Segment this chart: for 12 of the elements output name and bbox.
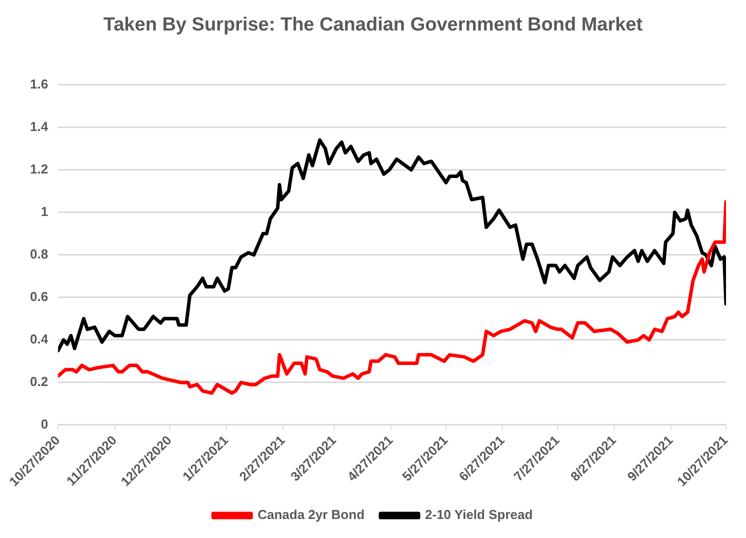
- y-tick-label: 0: [40, 416, 48, 432]
- y-tick-label: 0.8: [30, 246, 48, 262]
- y-tick-label: 0.4: [30, 332, 49, 346]
- y-tick-label: 1: [40, 204, 48, 219]
- chart-title: Taken By Surprise: The Canadian Government Bond Market: [103, 14, 644, 36]
- y-tick-label: 0.2: [30, 374, 48, 390]
- y-tick-label: 0.6: [30, 288, 48, 304]
- y-tick-label: 1.2: [30, 161, 48, 176]
- y-tick-label: 1.6: [30, 76, 48, 92]
- y-tick-label: 1.4: [30, 118, 49, 134]
- legend-label: 2-10 Yield Spread: [425, 507, 533, 522]
- legend-label: Canada 2yr Bond: [258, 507, 365, 522]
